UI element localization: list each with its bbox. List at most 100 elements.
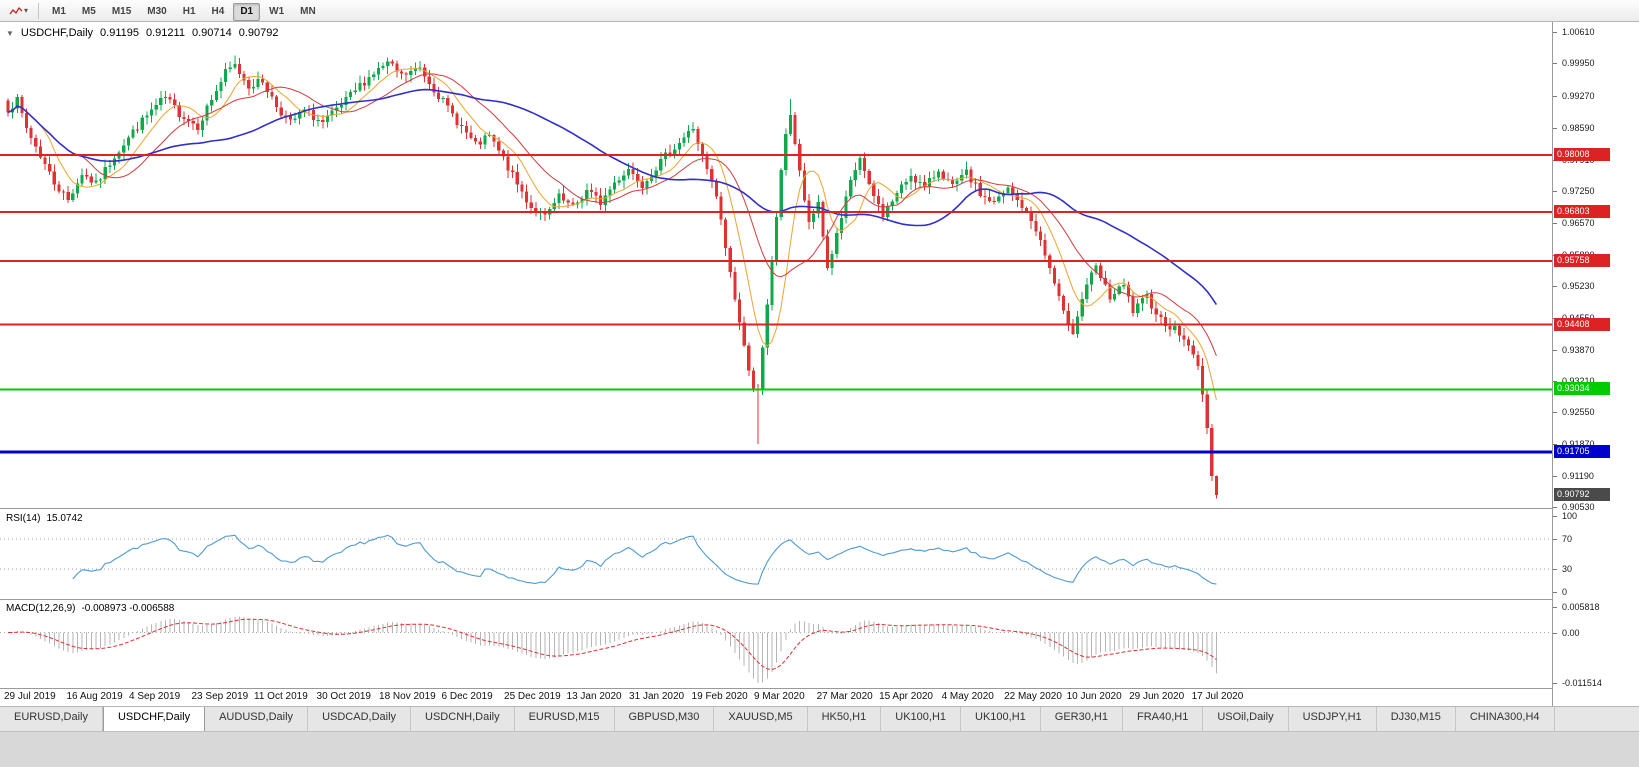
- date-label: 31 Jan 2020: [629, 691, 685, 702]
- chart-tab-hk50-h1[interactable]: HK50,H1: [807, 707, 882, 731]
- chart-tab-eurusd-daily[interactable]: EURUSD,Daily: [0, 707, 103, 731]
- date-label: 15 Apr 2020: [879, 691, 933, 702]
- chart-tab-audusd-daily[interactable]: AUDUSD,Daily: [205, 707, 309, 731]
- rsi-pane[interactable]: [0, 510, 1552, 598]
- macd-tick-mark: [1553, 632, 1557, 634]
- chart-open: 0.91195: [100, 27, 139, 39]
- rsi-tick-label: 100: [1562, 511, 1578, 521]
- price-tick-label: 0.97250: [1562, 185, 1595, 196]
- timeframe-button-w1[interactable]: W1: [269, 5, 285, 17]
- chart-tab-usdcnh-daily[interactable]: USDCNH,Daily: [411, 707, 515, 731]
- date-label: 19 Feb 2020: [691, 691, 748, 702]
- price-tick-mark: [1553, 285, 1557, 287]
- price-tick-label: 0.93870: [1562, 344, 1595, 355]
- timeframe-button-h1[interactable]: H1: [182, 5, 196, 17]
- chart-tab-gbpusd-m30[interactable]: GBPUSD,M30: [614, 707, 715, 731]
- chart-tab-usdcad-daily[interactable]: USDCAD,Daily: [308, 707, 412, 731]
- price-tick-mark: [1553, 222, 1557, 224]
- macd-tick-mark: [1553, 683, 1557, 684]
- chart-tab-uk100-h1[interactable]: UK100,H1: [881, 707, 962, 731]
- date-label: 4 Sep 2019: [129, 691, 181, 702]
- date-label: 29 Jun 2020: [1129, 691, 1185, 702]
- macd-tick-mark: [1553, 607, 1557, 608]
- pane-separator[interactable]: [0, 508, 1639, 509]
- price-tick-mark: [1553, 349, 1557, 351]
- price-tick-label: 0.92550: [1562, 407, 1595, 418]
- price-level-label: 0.94408: [1554, 317, 1610, 331]
- price-tick-label: 0.96570: [1562, 217, 1595, 228]
- date-label: 23 Sep 2019: [191, 691, 249, 702]
- date-label: 22 May 2020: [1004, 691, 1062, 702]
- date-label: 4 May 2020: [941, 691, 994, 702]
- price-tick-label: 0.98590: [1562, 122, 1595, 133]
- timeframe-button-d1[interactable]: D1: [233, 2, 261, 21]
- price-tick-mark: [1553, 63, 1557, 65]
- price-tick-mark: [1553, 444, 1557, 446]
- price-axis[interactable]: 1.006100.999500.992700.985900.979100.972…: [1552, 22, 1639, 706]
- rsi-tick-label: 30: [1562, 564, 1573, 575]
- chart-tab-dj30-m15[interactable]: DJ30,M15: [1376, 707, 1456, 731]
- macd-tick-label: -0.011514: [1562, 678, 1602, 688]
- chart-type-dropdown[interactable]: ▾: [4, 3, 33, 19]
- timeframe-button-m30[interactable]: M30: [147, 5, 167, 17]
- price-tick-mark: [1553, 95, 1557, 97]
- chart-high: 0.91211: [146, 27, 185, 39]
- macd-tick-label: 0.00: [1562, 627, 1580, 638]
- chart-tab-usdchf-daily[interactable]: USDCHF,Daily: [102, 707, 206, 731]
- timeframe-button-m5[interactable]: M5: [81, 5, 96, 17]
- price-tick-label: 0.91190: [1562, 471, 1594, 482]
- chart-info-line: ▼ USDCHF,Daily 0.91195 0.91211 0.90714 0…: [6, 27, 278, 39]
- symbol-marker-icon: ▼: [6, 28, 14, 38]
- rsi-tick-mark: [1553, 538, 1557, 540]
- time-axis[interactable]: 29 Jul 2019 16 Aug 2019 4 Sep 2019 23 Sep 2…: [0, 689, 1552, 706]
- chevron-down-icon: ▾: [24, 5, 29, 15]
- main-price-pane[interactable]: [0, 22, 1552, 508]
- price-level-label: 0.93034: [1554, 382, 1610, 396]
- date-label: 29 Jul 2019: [4, 691, 56, 702]
- date-label: 13 Jan 2020: [566, 691, 622, 702]
- timeframe-button-m15[interactable]: M15: [111, 5, 132, 17]
- price-tick-mark: [1553, 476, 1557, 478]
- date-label: 6 Dec 2019: [441, 691, 493, 702]
- status-area: [0, 731, 1639, 767]
- price-tick-label: 0.99270: [1562, 90, 1595, 101]
- toolbar-separator: [38, 2, 40, 19]
- timeframe-button-mn[interactable]: MN: [300, 5, 316, 17]
- chart-tab-xauusd-m5[interactable]: XAUUSD,M5: [714, 707, 808, 731]
- date-label: 25 Dec 2019: [504, 691, 561, 702]
- macd-pane[interactable]: [0, 600, 1552, 688]
- price-tick-label: 0.91870: [1562, 439, 1595, 449]
- price-level-label: 0.95758: [1554, 253, 1610, 267]
- pane-separator[interactable]: [0, 599, 1639, 600]
- chart-tab-ger30-h1[interactable]: GER30,H1: [1040, 707, 1123, 731]
- chart-tab-uk100-h1[interactable]: UK100,H1: [961, 707, 1041, 731]
- date-label: 10 Jun 2020: [1066, 691, 1122, 702]
- macd-name: MACD(12,26,9): [6, 603, 76, 614]
- price-tick-label: 0.93210: [1562, 376, 1595, 387]
- rsi-tick-mark: [1553, 516, 1557, 517]
- chart-tab-china300-h4[interactable]: CHINA300,H4: [1455, 707, 1555, 731]
- chart-tab-fra40-h1[interactable]: FRA40,H1: [1122, 707, 1204, 731]
- timeframe-buttons: M1 M5 M15 M30 H1 H4 D1 W1 MN: [44, 1, 324, 21]
- macd-values: -0.008973 -0.006588: [81, 603, 175, 614]
- timeframe-button-m1[interactable]: M1: [52, 5, 66, 17]
- macd-label: MACD(12,26,9) -0.008973 -0.006588: [6, 603, 174, 614]
- timeframe-toolbar: ▾ M1 M5 M15 M30 H1 H4 D1 W1 MN: [0, 0, 1639, 22]
- date-label: 11 Oct 2019: [254, 691, 308, 702]
- chart-tab-eurusd-m15[interactable]: EURUSD,M15: [514, 707, 615, 731]
- price-tick-mark: [1553, 381, 1557, 383]
- chart-tab-usoil-daily[interactable]: USOil,Daily: [1203, 707, 1289, 731]
- price-tick-mark: [1553, 32, 1557, 34]
- date-label: 17 Jul 2020: [1191, 691, 1244, 702]
- price-tick-mark: [1553, 127, 1557, 129]
- rsi-tick-label: 70: [1562, 533, 1573, 544]
- rsi-tick-label: 0: [1562, 587, 1568, 597]
- chart-type-icon: [9, 6, 23, 14]
- timeframe-button-h4[interactable]: H4: [211, 5, 225, 17]
- date-label: 16 Aug 2019: [66, 691, 123, 702]
- date-label: 27 Mar 2020: [816, 691, 873, 702]
- macd-tick-label: 0.005818: [1562, 602, 1600, 612]
- chart-tab-usdjpy-h1[interactable]: USDJPY,H1: [1288, 707, 1377, 731]
- price-tick-label: 0.95230: [1562, 280, 1595, 291]
